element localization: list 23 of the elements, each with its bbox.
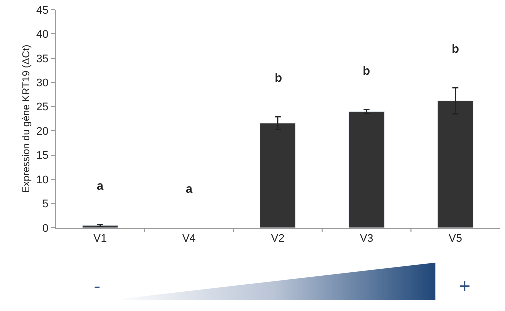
text: + bbox=[459, 276, 471, 298]
y-tick-label: 45 bbox=[36, 4, 49, 17]
text: - bbox=[94, 276, 101, 298]
y-tick-label: 35 bbox=[36, 53, 49, 66]
y-tick-label: 30 bbox=[36, 78, 49, 90]
y-tick-label: 0 bbox=[42, 222, 49, 235]
annotation: b bbox=[363, 64, 370, 78]
x-tick-label: V4 bbox=[182, 233, 196, 246]
y-tick-label: 5 bbox=[42, 198, 49, 211]
annotation: a bbox=[97, 179, 104, 193]
annotation: b bbox=[452, 42, 460, 56]
annotation: b bbox=[275, 71, 282, 85]
y-axis-title: Expression du gène KRT19 (ΔCt) bbox=[22, 44, 33, 194]
y-tick-label: 20 bbox=[36, 126, 49, 138]
y-tick-label: 15 bbox=[36, 150, 49, 162]
y-tick-label: 10 bbox=[36, 174, 49, 186]
annotation: a bbox=[186, 182, 193, 196]
x-tick-label: V2 bbox=[271, 233, 285, 246]
x-tick-label: V3 bbox=[360, 233, 374, 246]
y-tick-label: 40 bbox=[36, 29, 49, 42]
y-tick-label: 25 bbox=[36, 102, 49, 114]
x-tick-label: V5 bbox=[448, 233, 462, 246]
x-tick-label: V1 bbox=[94, 233, 108, 246]
